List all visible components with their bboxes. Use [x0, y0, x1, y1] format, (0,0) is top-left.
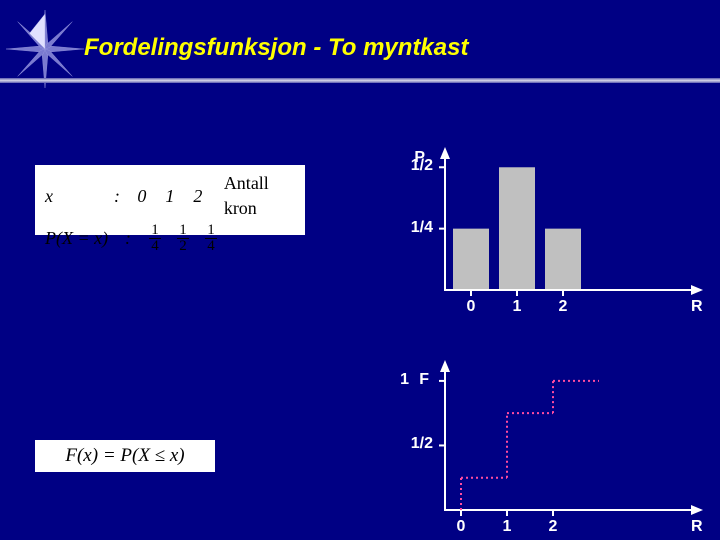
cdf-formula: F(x) = P(X ≤ x): [35, 440, 215, 472]
starburst-icon: [6, 10, 84, 88]
probability-table: x : 0 1 2 Antall kron P(X = x) : 14 12 1…: [35, 165, 305, 235]
title-underline: [0, 78, 720, 83]
page-title: Fordelingsfunksjon - To myntkast: [84, 34, 468, 62]
